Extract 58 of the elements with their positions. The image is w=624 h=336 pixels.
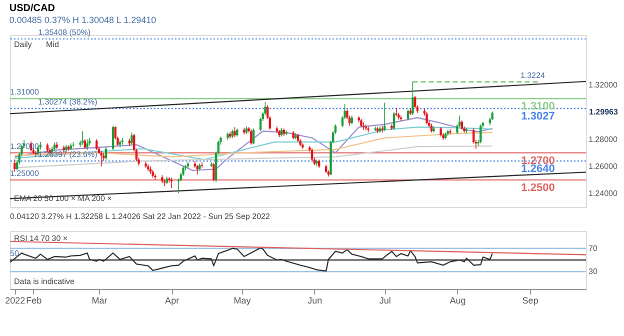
candlestick (96, 138, 98, 151)
x-tick-label: Apr (165, 296, 180, 306)
annotation: 1.31000 (10, 88, 40, 97)
x-tick-label: Aug (450, 296, 466, 306)
x-tick-label: 2022 (5, 296, 26, 306)
x-tick-label: Jul (379, 296, 391, 306)
x-tick-label: May (234, 296, 252, 306)
candlestick (480, 124, 482, 144)
candlestick (414, 96, 416, 109)
y-tick-label: 30 (588, 267, 598, 276)
y-tick-label: 70 (588, 244, 598, 253)
x-tick-label: Jun (308, 296, 322, 306)
candlestick (250, 128, 252, 146)
candlestick (212, 162, 215, 182)
candlestick (400, 115, 402, 122)
chart-title: USD/CAD (9, 2, 55, 14)
candlestick (84, 138, 86, 150)
candlestick (384, 102, 386, 132)
y-tick-label: 1.26000 (588, 162, 618, 171)
candlestick (130, 132, 133, 146)
annotation: 1.30274 (38.2%) (38, 97, 98, 106)
candlestick (112, 125, 114, 151)
candlestick (252, 128, 255, 144)
candlestick (362, 122, 365, 130)
ref-line-label: 1.2640 (521, 162, 555, 175)
candlestick (121, 138, 124, 146)
candlestick (100, 150, 102, 167)
annotation: 1.25000 (10, 168, 40, 178)
text: 1.29963 (589, 108, 618, 117)
ref-line-label: 1.3100 (521, 100, 555, 113)
candlestick (426, 112, 428, 125)
candlestick (86, 138, 88, 151)
candlestick (234, 126, 236, 138)
candlestick (310, 148, 314, 162)
chart-subtitle: 0.00485 0.37% H 1.30048 L 1.29410 (9, 14, 156, 25)
annotation: Daily (14, 40, 32, 49)
y-tick-label: 1.28000 (588, 134, 618, 144)
candlestick (460, 120, 463, 130)
candlestick (440, 126, 442, 137)
candlestick (392, 112, 396, 130)
candlestick (364, 124, 367, 131)
candlestick (170, 177, 173, 188)
annotation: Data is indicative (14, 277, 76, 286)
annotation: 50 (10, 249, 20, 258)
ref-line-label: 1.2500 (521, 182, 555, 194)
annotation: 1.3224 (520, 70, 546, 80)
text: 0.04120 3.27% H 1.32258 L 1.24026 Sat 22 Jan 2022 - Sun 25 Sep 2022 (10, 212, 270, 221)
annotation: Mid (46, 40, 59, 49)
candlestick (412, 81, 414, 116)
y-tick-label: 1.32000 (588, 80, 618, 90)
ref-line-label: 1.3027 (521, 110, 555, 122)
candlestick (196, 164, 198, 175)
y-tick-label: 1.24000 (588, 188, 618, 198)
annotation: 1.35408 (50%) (38, 28, 91, 37)
x-tick-label: Mar (92, 296, 108, 306)
x-tick-label: Feb (26, 296, 42, 306)
annotation: RSI 14 70 30 × (14, 234, 68, 243)
x-tick-label: Sep (522, 296, 538, 306)
